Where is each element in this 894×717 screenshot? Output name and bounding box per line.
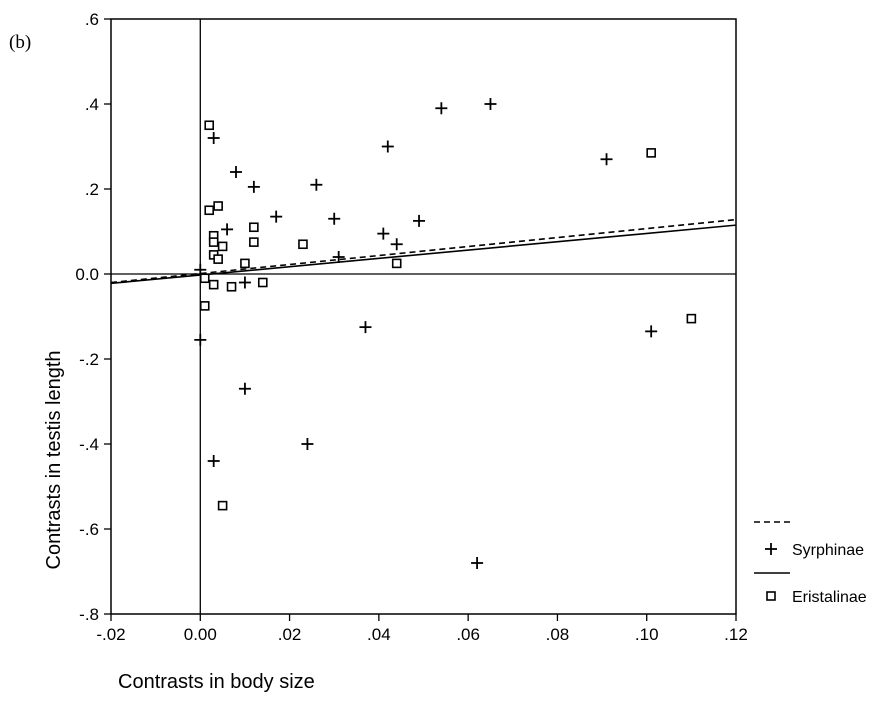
point-eristalinae [204, 205, 215, 216]
x-tick-label: .04 [367, 625, 391, 644]
point-eristalinae [686, 313, 697, 324]
x-tick-label: 0.00 [184, 625, 217, 644]
point-syrphinae [230, 166, 242, 178]
point-syrphinae [207, 455, 220, 467]
point-eristalinae [240, 258, 250, 269]
y-axis-title: Contrasts in testis length [43, 351, 65, 570]
y-tick-label: -.8 [79, 605, 99, 624]
x-tick-label: .12 [724, 625, 748, 644]
legend-marker-eristalinae [766, 591, 776, 601]
point-syrphinae [645, 325, 658, 338]
point-eristalinae [646, 148, 656, 158]
point-eristalinae [217, 241, 228, 252]
y-tick-label: -.6 [79, 520, 99, 539]
point-syrphinae [194, 333, 207, 346]
fit-line-eristalinae [110, 224, 737, 285]
y-tick-label: -.2 [79, 350, 99, 369]
y-tick-label: .2 [85, 180, 99, 199]
x-axis: -.02 0.00 .02 .04 .06 .08 .10 .12 [96, 614, 748, 644]
point-syrphinae [381, 140, 394, 153]
point-eristalinae [249, 222, 259, 233]
y-tick-label: .6 [85, 10, 99, 29]
point-syrphinae [247, 180, 260, 193]
x-tick-label: .02 [278, 625, 302, 644]
point-syrphinae [359, 321, 372, 334]
y-axis: .6 .4 .2 0.0 -.2 -.4 -.6 -.8 [75, 10, 111, 624]
point-syrphinae [301, 438, 314, 450]
point-syrphinae [413, 214, 426, 227]
fit-line-syrphinae [110, 218, 737, 284]
point-eristalinae [208, 279, 219, 290]
point-eristalinae [226, 281, 237, 292]
y-tick-label: .4 [85, 95, 99, 114]
point-syrphinae [207, 132, 220, 144]
point-syrphinae [328, 212, 341, 225]
x-tick-label: .08 [546, 625, 570, 644]
reference-lines [111, 19, 736, 614]
x-tick-label: -.02 [96, 625, 125, 644]
panel-label: (b) [9, 32, 31, 53]
point-eristalinae [298, 239, 308, 250]
plot-frame [110, 18, 737, 615]
legend-label-syrphinae: Syrphinae [792, 542, 864, 559]
legend: Syrphinae Eristalinae [754, 521, 867, 606]
point-syrphinae [484, 98, 497, 110]
point-eristalinae [199, 301, 210, 311]
point-syrphinae [310, 178, 323, 191]
point-eristalinae [199, 273, 210, 284]
point-eristalinae [391, 258, 402, 269]
point-syrphinae [600, 153, 613, 166]
point-syrphinae [435, 102, 448, 115]
legend-label-eristalinae: Eristalinae [792, 589, 867, 606]
fit-lines [110, 218, 737, 285]
x-tick-label: .10 [635, 625, 659, 644]
point-syrphinae [390, 238, 403, 251]
point-syrphinae [377, 227, 390, 240]
point-eristalinae [213, 201, 223, 211]
y-tick-label: 0.0 [75, 265, 99, 284]
point-syrphinae [238, 382, 251, 395]
point-eristalinae [213, 254, 223, 264]
data-points [194, 98, 697, 569]
point-syrphinae [238, 276, 251, 289]
point-eristalinae [257, 277, 268, 288]
point-syrphinae [332, 251, 345, 263]
point-syrphinae [471, 557, 484, 569]
point-eristalinae [208, 237, 219, 247]
point-syrphinae [221, 223, 234, 236]
x-tick-label: .06 [456, 625, 480, 644]
point-eristalinae [204, 120, 215, 131]
legend-marker-syrphinae [765, 543, 777, 555]
point-syrphinae [270, 210, 283, 223]
point-eristalinae [249, 237, 259, 247]
x-axis-title: Contrasts in body size [118, 671, 315, 693]
point-eristalinae [217, 500, 228, 511]
y-tick-label: -.4 [79, 435, 99, 454]
